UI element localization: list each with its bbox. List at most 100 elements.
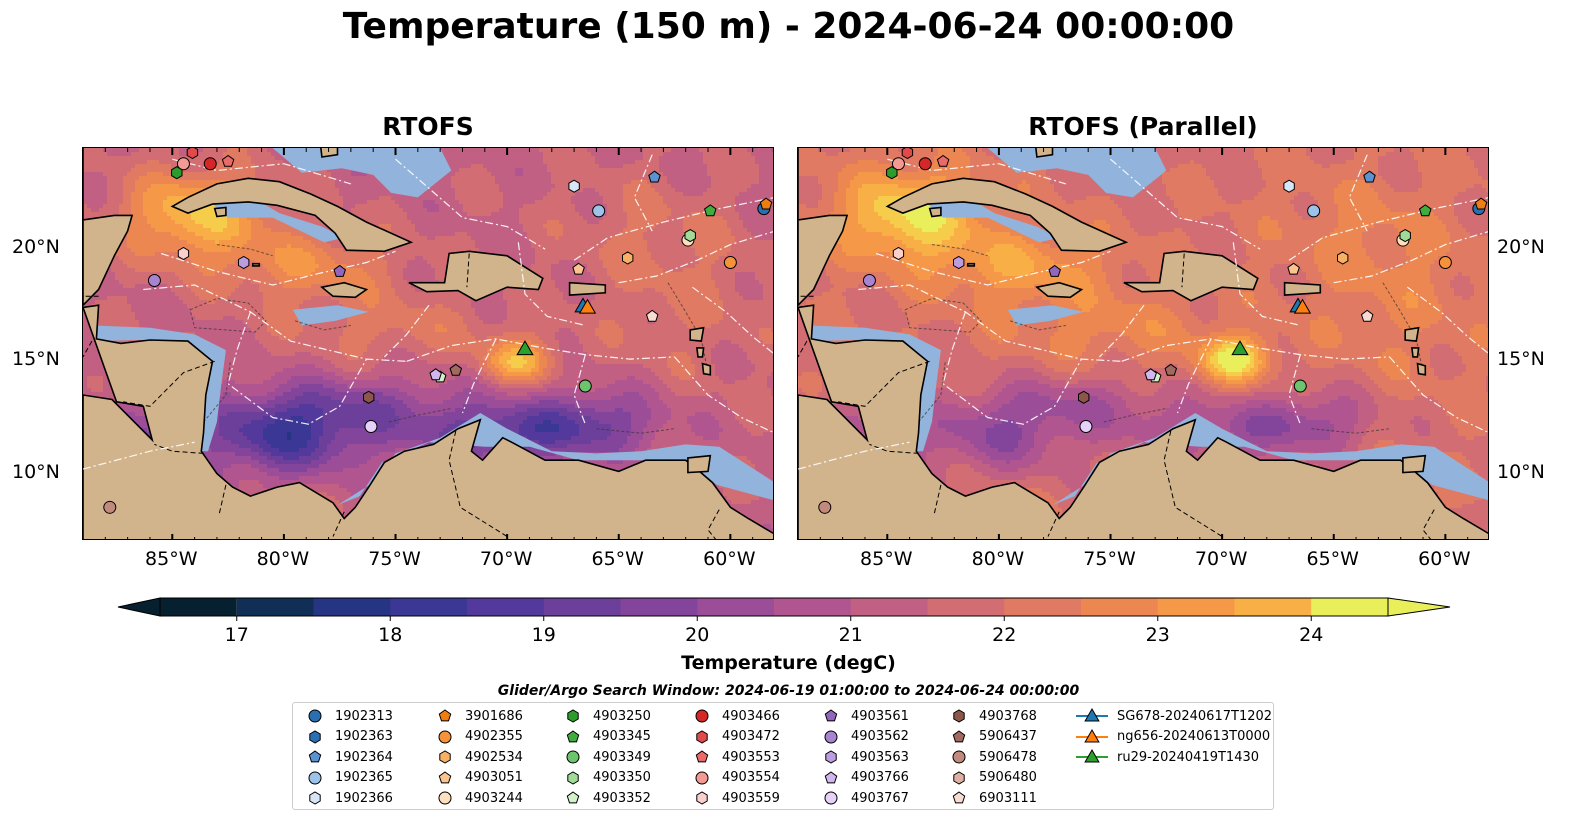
legend-float-symbol bbox=[825, 750, 837, 764]
legend-float-symbol bbox=[308, 771, 322, 784]
legend-marker-triangle-line bbox=[1076, 728, 1108, 742]
border-2 bbox=[123, 360, 215, 407]
legend-label: 1902366 bbox=[335, 791, 393, 806]
legend-marker-pentagon bbox=[952, 729, 966, 742]
legend-float-symbol bbox=[309, 791, 321, 805]
legend-entry: 4903554 bbox=[690, 768, 780, 788]
border-6 bbox=[448, 430, 508, 537]
legend-marker-hexagon bbox=[439, 750, 451, 764]
argo-float-marker-9 bbox=[177, 246, 190, 261]
border-4 bbox=[218, 484, 227, 515]
eez-boundary-10 bbox=[674, 356, 773, 433]
legend-marker-pentagon bbox=[566, 729, 580, 742]
glider-marker-2 bbox=[1231, 340, 1249, 356]
argo-float-marker-26 bbox=[1079, 419, 1093, 433]
legend-float-symbol bbox=[308, 709, 322, 723]
colorbar-segment bbox=[543, 598, 621, 616]
land-martinique bbox=[1416, 362, 1427, 376]
legend-entry: ru29-20240419T1430 bbox=[1075, 747, 1259, 767]
shelf-cuba-south bbox=[927, 197, 1060, 243]
argo-float-marker-14 bbox=[1337, 251, 1349, 265]
colorbar-tick-label: 19 bbox=[532, 624, 556, 646]
land-dominica bbox=[695, 347, 705, 358]
legend-entry: 3901686 bbox=[433, 706, 523, 726]
border-1 bbox=[798, 340, 808, 358]
argo-float-marker-13 bbox=[572, 262, 585, 275]
legend-label: 4903553 bbox=[722, 750, 780, 765]
eez-boundary-5 bbox=[461, 338, 497, 414]
legend-float-symbol bbox=[952, 791, 966, 804]
depth-contour-1 bbox=[931, 244, 988, 257]
legend-glider-symbol bbox=[1084, 748, 1100, 763]
argo-float-marker-23 bbox=[449, 363, 463, 376]
eez-boundary-12 bbox=[1110, 158, 1261, 250]
argo-float-marker-11 bbox=[953, 255, 965, 270]
legend-marker-hexagon bbox=[953, 770, 965, 785]
argo-float-marker-24 bbox=[363, 390, 375, 404]
argo-float-marker-6 bbox=[203, 157, 217, 171]
legend-float-symbol bbox=[438, 791, 452, 805]
temperature-map-rtofs-parallel bbox=[798, 148, 1488, 539]
argo-float-marker-19 bbox=[704, 204, 717, 217]
legend-entry: 5906480 bbox=[947, 768, 1037, 788]
legend-marker-pentagon bbox=[952, 791, 966, 804]
legend-marker-circle bbox=[566, 750, 580, 764]
eez-boundary-0 bbox=[172, 158, 352, 185]
argo-float-marker-10 bbox=[147, 273, 161, 287]
eez-boundary-8 bbox=[618, 231, 773, 284]
legend-marker-circle bbox=[824, 730, 838, 743]
legend-entry: SG678-20240617T1202 bbox=[1075, 706, 1272, 726]
colorbar-segment bbox=[620, 598, 698, 616]
land-andros bbox=[320, 148, 339, 158]
eez-boundary-9 bbox=[1407, 286, 1488, 354]
depth-contour-6 bbox=[294, 320, 351, 331]
eez-boundary-3 bbox=[406, 338, 675, 362]
legend-float-symbol bbox=[824, 709, 838, 722]
eez-boundary-12 bbox=[395, 158, 546, 250]
shelf-bahamas bbox=[272, 148, 452, 198]
legend-marker-pentagon bbox=[308, 750, 322, 763]
land-cuba bbox=[170, 177, 414, 253]
argo-float-marker-10 bbox=[862, 273, 876, 287]
depth-contour-3 bbox=[388, 408, 452, 423]
eez-boundary-13 bbox=[1232, 242, 1301, 326]
legend-label: 4903559 bbox=[722, 791, 780, 806]
eez-boundary-14 bbox=[633, 154, 653, 232]
map-panel-rtofs bbox=[82, 147, 774, 540]
search-window-caption: Glider/Argo Search Window: 2024-06-19 01… bbox=[0, 683, 1577, 699]
land-central-america bbox=[798, 304, 1488, 539]
legend-entry: 5906478 bbox=[947, 747, 1037, 767]
legend-float-symbol bbox=[566, 750, 580, 764]
glider-marker-1 bbox=[1293, 298, 1312, 314]
lon-tick-label: 70°W bbox=[1191, 548, 1251, 570]
argo-float-marker-11 bbox=[238, 255, 250, 270]
glider-marker-2 bbox=[516, 340, 534, 356]
legend-float-symbol bbox=[952, 750, 966, 764]
shelf-cuba-south bbox=[212, 197, 345, 243]
legend-marker-hexagon bbox=[953, 709, 965, 723]
colorbar-segment bbox=[160, 598, 237, 616]
legend-marker-circle bbox=[308, 771, 322, 784]
legend-entry: 1902366 bbox=[303, 788, 393, 808]
depth-contour-5 bbox=[667, 282, 709, 373]
border-8 bbox=[1422, 509, 1435, 539]
legend-float-symbol bbox=[824, 770, 838, 783]
legend-marker-hexagon bbox=[696, 729, 708, 744]
argo-float-marker-27 bbox=[103, 500, 117, 514]
eez-boundary-10 bbox=[1389, 356, 1488, 433]
colorbar-tick-label: 17 bbox=[225, 624, 249, 646]
legend-float-symbol bbox=[952, 729, 966, 742]
legend-label: 4903466 bbox=[722, 709, 780, 724]
eez-boundary-1 bbox=[160, 250, 396, 286]
legend-entry: 4903559 bbox=[690, 788, 780, 808]
lon-tick-label: 65°W bbox=[1303, 548, 1363, 570]
lat-tick-label-left: 20°N bbox=[12, 236, 60, 258]
legend-label: ru29-20240419T1430 bbox=[1117, 750, 1259, 765]
colorbar-segment bbox=[313, 598, 391, 616]
legend-entry: 4903561 bbox=[819, 706, 909, 726]
land-hispaniola bbox=[408, 250, 544, 302]
legend-float-symbol bbox=[308, 750, 322, 763]
legend-label: 5906478 bbox=[979, 750, 1037, 765]
lon-tick-label: 80°W bbox=[968, 548, 1028, 570]
legend-label: ng656-20240613T0000 bbox=[1117, 729, 1270, 744]
